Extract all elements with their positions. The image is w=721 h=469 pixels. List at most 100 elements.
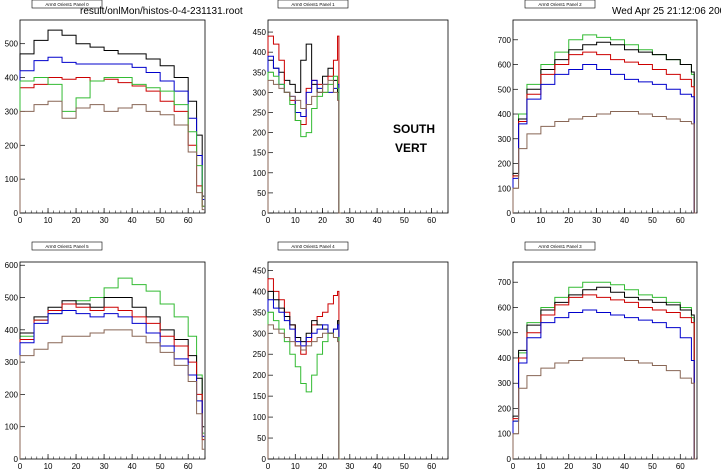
x-tick-label: 30 xyxy=(345,462,354,469)
x-tick-label: 60 xyxy=(427,216,436,225)
series-black xyxy=(19,29,205,213)
x-tick-label: 0 xyxy=(266,216,271,225)
series-black xyxy=(512,286,697,460)
y-tick-label: 200 xyxy=(253,371,267,380)
y-tick-label: 300 xyxy=(253,88,267,97)
series-green xyxy=(267,71,341,214)
y-tick-label: 350 xyxy=(253,308,267,317)
x-tick-label: 10 xyxy=(291,216,300,225)
x-tick-label: 0 xyxy=(266,462,271,469)
y-tick-label: 100 xyxy=(498,184,512,193)
y-tick-label: 450 xyxy=(253,28,267,37)
x-tick-label: 50 xyxy=(400,462,409,469)
x-tick-label: 40 xyxy=(128,216,137,225)
panel-title: Arm0 Orient1 Panel 3 xyxy=(538,244,582,249)
y-tick-label: 0 xyxy=(507,209,512,218)
series-black xyxy=(267,290,341,460)
series-brown xyxy=(512,111,697,214)
panel-frame xyxy=(512,19,698,214)
y-tick-label: 500 xyxy=(5,294,19,303)
y-tick-label: 100 xyxy=(253,413,267,422)
y-tick-label: 100 xyxy=(498,430,512,439)
series-blue xyxy=(512,64,697,214)
timestamp: Wed Apr 25 21:12:06 2007 xyxy=(612,6,721,17)
panel-3: Arm0 Orient1 Panel 50 10 20 30 40 50 600100200… xyxy=(5,241,206,469)
y-tick-label: 450 xyxy=(253,266,267,275)
panel-title-box xyxy=(277,0,349,9)
series-brown xyxy=(19,329,205,459)
x-tick-label: 40 xyxy=(128,462,137,469)
y-tick-label: 400 xyxy=(498,354,512,363)
file-label: result/onlMon/histos-0-4-231131.root xyxy=(80,6,243,17)
x-tick-label: 50 xyxy=(400,216,409,225)
y-tick-label: 300 xyxy=(5,358,19,367)
annotation-south: SOUTH xyxy=(393,122,435,136)
y-tick-label: 200 xyxy=(253,129,267,138)
x-tick-label: 0 xyxy=(18,462,23,469)
y-tick-label: 200 xyxy=(498,404,512,413)
panel-0: Arm0 Orient1 Panel 0 0 10 20 30 40 50 60 0 100 200… xyxy=(5,0,206,225)
y-tick-label: 300 xyxy=(253,329,267,338)
series-red xyxy=(19,303,205,459)
panel-frame xyxy=(512,261,698,460)
x-tick-label: 60 xyxy=(184,216,193,225)
series-brown xyxy=(512,357,697,460)
y-tick-label: 100 xyxy=(5,423,19,432)
y-tick-label: 500 xyxy=(498,85,512,94)
y-tick-label: 0 xyxy=(14,209,19,218)
y-tick-label: 50 xyxy=(257,189,266,198)
panel-frame xyxy=(19,19,206,214)
panel-4: Arm0 Orient1 Panel 4 0 10 20 30 40 50 60 0 50 100 1… xyxy=(253,241,449,469)
panel-title-box xyxy=(277,241,349,251)
x-tick-label: 20 xyxy=(72,216,81,225)
panel-title: Arm0 Orient1 Panel 0 xyxy=(45,2,89,7)
x-tick-label: 20 xyxy=(318,216,327,225)
y-tick-label: 150 xyxy=(253,392,267,401)
y-tick-label: 350 xyxy=(253,68,267,77)
x-tick-label: 30 xyxy=(100,216,109,225)
y-tick-label: 250 xyxy=(253,108,267,117)
series-red xyxy=(512,51,697,214)
y-tick-label: 700 xyxy=(498,36,512,45)
x-tick-label: 50 xyxy=(156,216,165,225)
x-tick-label: 50 xyxy=(156,462,165,469)
panel-title: Arm0 Orient1 Panel 4 xyxy=(291,244,335,249)
x-tick-label: 30 xyxy=(592,462,601,469)
series-red xyxy=(512,294,697,460)
x-tick-label: 10 xyxy=(44,462,53,469)
series-red xyxy=(19,77,205,213)
x-tick-label: 60 xyxy=(427,462,436,469)
x-tick-label: 30 xyxy=(100,462,109,469)
x-tick-label: 10 xyxy=(291,462,300,469)
panel-title: Arm0 Orient1 Panel 2 xyxy=(538,2,582,7)
panel-title-box xyxy=(524,0,596,9)
y-tick-label: 200 xyxy=(5,390,19,399)
y-tick-label: 0 xyxy=(262,455,267,464)
series-green xyxy=(19,77,205,213)
x-tick-label: 0 xyxy=(511,462,516,469)
series-green xyxy=(19,277,205,459)
x-tick-label: 40 xyxy=(373,462,382,469)
y-tick-label: 100 xyxy=(5,175,19,184)
y-tick-label: 0 xyxy=(262,209,267,218)
x-tick-label: 40 xyxy=(620,216,629,225)
x-tick-label: 60 xyxy=(184,462,193,469)
y-tick-label: 600 xyxy=(498,61,512,70)
series-blue xyxy=(512,309,697,460)
series-green xyxy=(267,311,341,460)
x-tick-label: 60 xyxy=(676,216,685,225)
y-tick-label: 700 xyxy=(498,278,512,287)
series-blue xyxy=(267,299,341,460)
x-tick-label: 20 xyxy=(318,462,327,469)
series-brown xyxy=(267,324,341,460)
y-tick-label: 400 xyxy=(5,74,19,83)
x-tick-label: 20 xyxy=(72,462,81,469)
series-brown xyxy=(19,100,205,213)
panel-5: Arm0 Orient1 Panel 30 10 20 30 40 50 600100200… xyxy=(498,241,698,469)
y-tick-label: 300 xyxy=(498,135,512,144)
y-tick-label: 200 xyxy=(498,160,512,169)
y-tick-label: 500 xyxy=(498,329,512,338)
y-tick-label: 400 xyxy=(5,326,19,335)
panel-title-box xyxy=(31,241,103,251)
